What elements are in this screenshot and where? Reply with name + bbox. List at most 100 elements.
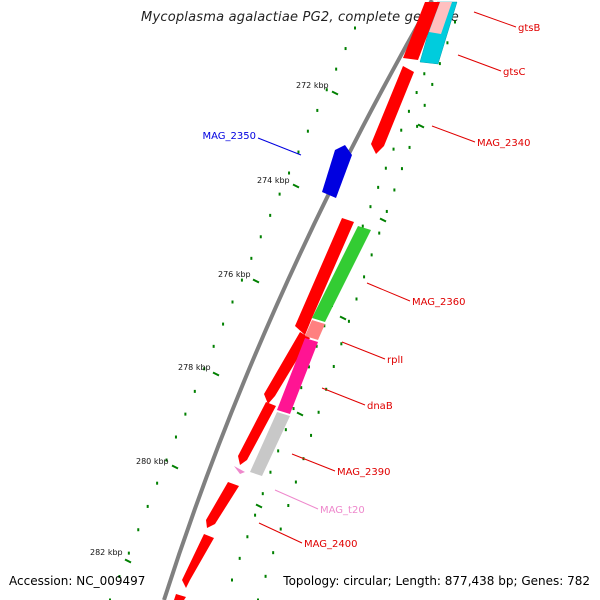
gene-label-rplI[interactable]: rplI bbox=[387, 355, 403, 366]
kbp-tick-mark bbox=[212, 371, 220, 377]
gene-label-MAG_2360[interactable]: MAG_2360 bbox=[412, 297, 466, 308]
gene-label-gtsC[interactable]: gtsC bbox=[503, 67, 525, 78]
guide-dot bbox=[294, 480, 297, 484]
guide-dot bbox=[246, 535, 249, 539]
guide-dot bbox=[257, 598, 259, 600]
leader-line bbox=[473, 11, 517, 28]
guide-dot bbox=[278, 192, 281, 196]
gene-rplI-red[interactable] bbox=[264, 332, 310, 404]
guide-dot bbox=[315, 344, 318, 348]
guide-dot bbox=[287, 504, 290, 508]
gene-label-MAG_2390[interactable]: MAG_2390 bbox=[337, 467, 391, 478]
guide-dot bbox=[423, 72, 426, 76]
guide-dot bbox=[446, 41, 449, 45]
guide-dot bbox=[335, 67, 338, 71]
gene-MAG_2340[interactable] bbox=[371, 66, 414, 154]
guide-dot bbox=[222, 322, 225, 326]
guide-dot bbox=[137, 528, 140, 532]
guide-dot bbox=[238, 556, 241, 560]
kbp-ticks: 272 kbp 274 kbp 276 kbp 278 kbp 280 kbp 282 k… bbox=[90, 81, 425, 564]
leader-line bbox=[321, 387, 366, 406]
inner-tick-mark bbox=[339, 315, 347, 321]
guide-dot bbox=[193, 389, 196, 393]
gene-label-dnaB[interactable]: dnaB bbox=[367, 401, 393, 412]
leader-line bbox=[257, 137, 302, 156]
guide-dot bbox=[354, 26, 356, 30]
guide-dot bbox=[378, 231, 381, 235]
inner-tick-mark bbox=[379, 217, 387, 223]
leader-line bbox=[274, 489, 319, 510]
dotted-guide-rings bbox=[109, 20, 456, 600]
kbp-tick-mark bbox=[331, 90, 339, 96]
kbp-tick-label: 282 kbp bbox=[90, 548, 123, 557]
guide-dot bbox=[269, 470, 272, 474]
guide-dot bbox=[415, 91, 418, 95]
guide-dot bbox=[408, 145, 411, 149]
gene-label-MAG_2350[interactable]: MAG_2350 bbox=[203, 131, 257, 142]
guide-dot bbox=[355, 297, 358, 301]
gene-magenta[interactable] bbox=[277, 338, 318, 414]
guide-dot bbox=[340, 342, 343, 346]
guide-dot bbox=[240, 278, 243, 282]
guide-dot bbox=[438, 62, 441, 66]
guide-dot bbox=[310, 433, 313, 437]
kbp-tick-mark bbox=[124, 558, 132, 564]
guide-dot bbox=[146, 504, 149, 508]
gene-MAG_2400-red[interactable] bbox=[182, 534, 214, 588]
kbp-tick-mark bbox=[292, 183, 300, 189]
leader-line bbox=[366, 282, 411, 302]
accession-label: Accession: NC_009497 bbox=[9, 574, 146, 588]
kbp-tick-label: 280 kbp bbox=[136, 457, 169, 466]
kbp-tick-label: 272 kbp bbox=[296, 81, 329, 90]
gene-MAG_2350[interactable] bbox=[322, 145, 352, 198]
guide-dot bbox=[259, 235, 262, 239]
gene-label-MAG_t20[interactable]: MAG_t20 bbox=[320, 505, 365, 516]
guide-dot bbox=[203, 367, 206, 371]
gene-bottom-red[interactable] bbox=[174, 594, 186, 600]
gene-labels: gtsB gtsC MAG_2340 MAG_2350 MAG_2360 rplI dnaB… bbox=[203, 11, 540, 550]
guide-dot bbox=[316, 108, 319, 112]
leader-line bbox=[341, 341, 386, 360]
guide-dot bbox=[250, 256, 253, 260]
guide-dot bbox=[156, 481, 159, 485]
gene-MAG_2360[interactable] bbox=[295, 218, 354, 335]
gene-grey[interactable] bbox=[250, 412, 290, 476]
topology-label: Topology: circular; Length: 877,438 bp; … bbox=[283, 574, 590, 588]
gene-MAG_2390-red[interactable] bbox=[206, 482, 239, 528]
guide-dot bbox=[127, 551, 130, 555]
kbp-tick-mark bbox=[252, 278, 260, 284]
guide-dot bbox=[393, 188, 396, 192]
guide-dot bbox=[325, 88, 328, 92]
leader-line bbox=[291, 453, 336, 472]
guide-dot bbox=[347, 319, 350, 323]
inner-tick-mark bbox=[417, 123, 425, 129]
guide-dot bbox=[272, 551, 275, 555]
guide-dot bbox=[423, 103, 426, 107]
gene-dnaB-red[interactable] bbox=[238, 402, 276, 465]
guide-dot bbox=[416, 124, 419, 128]
guide-dot bbox=[254, 513, 257, 517]
guide-dot bbox=[261, 492, 264, 496]
gene-green[interactable] bbox=[312, 226, 371, 322]
guide-dot bbox=[370, 253, 373, 257]
guide-dot bbox=[344, 47, 347, 51]
guide-dot bbox=[165, 458, 168, 462]
guide-dot bbox=[323, 324, 326, 328]
gene-label-gtsB[interactable]: gtsB bbox=[518, 23, 540, 34]
guide-dot bbox=[407, 109, 410, 113]
gene-salmon[interactable] bbox=[305, 320, 325, 340]
guide-dot bbox=[431, 82, 434, 86]
guide-dot bbox=[317, 410, 320, 414]
gene-gtsB-pink-overlap bbox=[429, 2, 452, 34]
guide-dot bbox=[400, 128, 403, 132]
guide-dot bbox=[288, 171, 291, 175]
gene-label-MAG_2400[interactable]: MAG_2400 bbox=[304, 539, 358, 550]
gene-gtsB[interactable] bbox=[403, 2, 440, 60]
kbp-tick-label: 276 kbp bbox=[218, 270, 251, 279]
leader-line bbox=[457, 54, 502, 72]
guide-dot bbox=[284, 428, 287, 432]
guide-dot bbox=[184, 412, 187, 416]
gene-pink-small[interactable] bbox=[234, 466, 245, 474]
guide-dot bbox=[385, 209, 388, 213]
gene-label-MAG_2340[interactable]: MAG_2340 bbox=[477, 138, 531, 149]
